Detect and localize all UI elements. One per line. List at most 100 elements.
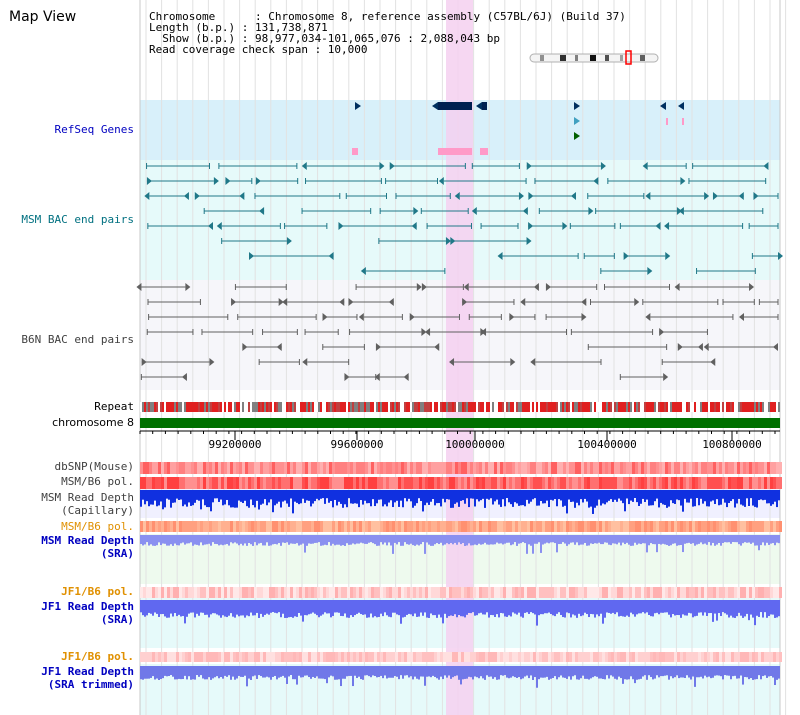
depth-bar [634,666,636,684]
depth-bar [748,535,750,543]
depth-bar [714,535,716,546]
depth-bar [356,490,358,504]
chromosome-ideogram[interactable] [529,50,659,65]
heat-cell [278,521,281,532]
heat-cell [725,477,728,489]
depth-bar [528,600,530,614]
track-features[interactable] [136,102,783,688]
track-label-dbsnp[interactable]: dbSNP(Mouse) [54,460,134,473]
depth-bar [466,666,468,679]
track-label-msm-depth-capillary[interactable]: MSM Read Depth [41,491,134,504]
heat-cell [200,521,203,532]
bac-end-marker [209,358,215,366]
heat-cell [191,587,194,598]
track-label-msm-pol[interactable]: MSM/B6 pol. [61,475,134,488]
repeat-segment [328,402,330,412]
depth-bar [716,666,718,676]
track-label-repeat[interactable]: Repeat [94,400,134,413]
depth-bar [588,490,590,508]
heat-cell [713,652,716,662]
repeat-segment [270,402,272,412]
track-label-chromosome: chromosome 8 [52,416,134,429]
depth-bar [764,666,766,676]
depth-bar [430,600,432,614]
depth-bar [750,535,752,544]
depth-bar [500,490,502,507]
track-label-refseq-genes[interactable]: RefSeq Genes [54,123,134,136]
jf1-pol-strip [140,587,782,598]
heat-cell [464,477,467,489]
depth-bar [290,666,292,676]
depth-bar [202,490,204,500]
depth-bar [530,600,532,613]
heat-cell [422,652,425,662]
depth-bar [418,666,420,680]
heat-cell [191,521,194,532]
heat-cell [221,587,224,598]
heat-cell [722,652,725,662]
heat-cell [587,521,590,532]
depth-bar [490,490,492,499]
depth-bar [706,666,708,678]
heat-cell [458,477,461,489]
depth-bar [458,600,460,615]
track-label-msm-pol-2[interactable]: MSM/B6 pol. [61,520,134,533]
heat-cell [566,477,569,489]
depth-bar [550,600,552,614]
depth-bar [610,600,612,614]
bac-end-marker [773,343,778,351]
bac-end-marker [533,283,539,291]
depth-bar [486,666,488,676]
heat-cell [581,521,584,532]
depth-bar [466,490,468,499]
repeat-segment [316,402,318,412]
depth-bar [464,666,466,679]
depth-bar [198,490,200,501]
heat-cell [206,477,209,489]
chromosome-bar [140,418,780,428]
repeat-segment [622,402,624,412]
track-label-jf1-depth-trimmed[interactable]: JF1 Read Depth [41,665,134,678]
track-label-b6n-bac[interactable]: B6N BAC end pairs [21,333,134,346]
repeat-segment [528,402,530,412]
depth-bar [708,535,710,543]
depth-bar [142,490,144,500]
depth-bar [598,600,600,617]
depth-bar [408,600,410,614]
depth-bar [560,535,562,544]
depth-bar [662,666,664,677]
repeat-segment [194,402,196,412]
track-label-jf1-depth[interactable]: JF1 Read Depth [41,600,134,613]
heat-cell [428,587,431,598]
depth-bar [390,535,392,546]
depth-bar [372,490,374,500]
heat-cell [527,521,530,532]
repeat-segment [174,402,176,412]
depth-bar [516,666,518,679]
repeat-segment [638,402,640,412]
heat-cell [584,587,587,598]
bac-end-marker [664,222,670,230]
depth-bar [754,666,756,680]
heat-cell [488,652,491,662]
track-label-msm-depth-sra[interactable]: MSM Read Depth [41,534,134,547]
repeat-segment [540,402,542,412]
heat-cell [620,521,623,532]
depth-bar [632,600,634,615]
heat-cell [779,521,782,532]
heat-cell [164,587,167,598]
heat-cell [362,462,365,474]
depth-bar [232,600,234,617]
track-label-jf1-pol[interactable]: JF1/B6 pol. [61,585,134,598]
heat-cell [254,462,257,474]
heat-cell [320,652,323,662]
track-label-msm-bac[interactable]: MSM BAC end pairs [21,213,134,226]
track-label-jf1-pol-2[interactable]: JF1/B6 pol. [61,650,134,663]
depth-bar [604,535,606,543]
repeat-segment [714,402,716,412]
bac-end-marker [581,313,587,321]
heat-cell [401,462,404,474]
depth-bar [334,600,336,613]
heat-cell [494,652,497,662]
